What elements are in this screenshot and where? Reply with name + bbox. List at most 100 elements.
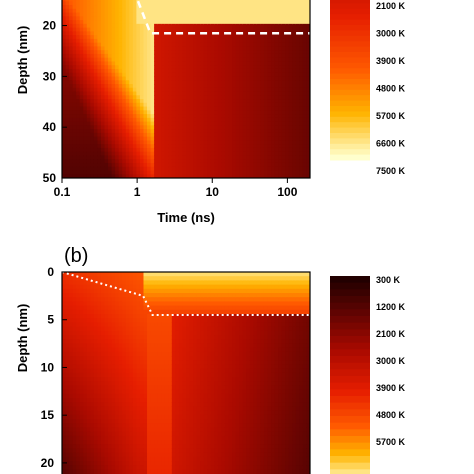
heatmap-cell (203, 125, 208, 130)
heatmap-cell (72, 330, 77, 336)
heatmap-cell (295, 129, 300, 134)
heatmap-cell (139, 326, 145, 332)
heatmap-cell (235, 117, 240, 123)
heatmap-cell (239, 110, 244, 115)
heatmap-cell (221, 159, 226, 164)
heatmap-cell (143, 35, 148, 40)
heatmap-cell (246, 162, 251, 168)
heatmap-cell (214, 84, 219, 89)
heatmap-cell (242, 42, 247, 47)
heatmap-cell (246, 57, 251, 63)
heatmap-cell (90, 99, 95, 104)
heatmap-cell (200, 16, 205, 21)
heatmap-cell (278, 87, 283, 93)
heatmap-cell (69, 314, 74, 319)
heatmap-cell (154, 121, 159, 126)
heatmap-cell (108, 121, 113, 126)
heatmap-cell (221, 23, 226, 29)
heatmap-cell (221, 84, 226, 89)
heatmap-cell (154, 5, 159, 10)
heatmap-cell (203, 151, 208, 157)
heatmap-cell (154, 372, 159, 378)
heatmap-cell (210, 72, 215, 78)
heatmap-cell (217, 57, 223, 63)
heatmap-cell (281, 0, 286, 2)
heatmap-cell (164, 360, 169, 365)
heatmap-cell (65, 322, 70, 328)
heatmap-cell (122, 448, 127, 454)
heatmap-cell (125, 174, 130, 178)
heatmap-cell (104, 469, 109, 474)
heatmap-cell (136, 276, 141, 281)
heatmap-cell (93, 102, 99, 108)
heatmap-cell (246, 155, 251, 160)
heatmap-cell (224, 72, 230, 78)
heatmap-cell (161, 322, 166, 328)
heatmap-cell (111, 280, 116, 286)
heatmap-cell (274, 147, 279, 153)
plot-frame-a (61, 0, 311, 179)
heatmap-cell (246, 12, 251, 17)
heatmap-cell (164, 364, 169, 370)
heatmap-cell (200, 162, 205, 168)
heatmap-cell (189, 20, 194, 25)
heatmap-cell (62, 147, 67, 153)
heatmap-cell (129, 129, 134, 134)
heatmap-cell (157, 444, 162, 449)
heatmap-cell (143, 356, 148, 361)
heatmap-cell (256, 95, 261, 100)
heatmap-cell (260, 50, 265, 55)
heatmap-cell (115, 318, 120, 323)
heatmap-cell (207, 147, 212, 153)
heatmap-cell (93, 423, 99, 428)
heatmap-cell (224, 57, 230, 63)
heatmap-cell (97, 339, 102, 344)
heatmap-cell (122, 431, 127, 437)
heatmap-cell (122, 129, 127, 134)
heatmap-cell (69, 102, 74, 108)
heatmap-cell (221, 53, 226, 59)
heatmap-cell (157, 343, 162, 349)
heatmap-cell (136, 452, 141, 458)
heatmap-cell (143, 288, 148, 294)
heatmap-cell (207, 102, 212, 108)
heatmap-cell (86, 35, 91, 40)
heatmap-cell (97, 423, 102, 428)
heatmap-cell (249, 170, 254, 175)
heatmap-cell (171, 50, 176, 55)
heatmap-cell (97, 102, 102, 108)
heatmap-cell (72, 140, 77, 145)
heatmap-cell (143, 393, 148, 399)
heatmap-cell (186, 23, 191, 29)
heatmap-cell (182, 12, 187, 17)
heatmap-cell (189, 23, 194, 29)
heatmap-cell (79, 121, 84, 126)
heatmap-cell (168, 162, 173, 168)
heatmap-cell (79, 368, 84, 374)
heatmap-cell (242, 159, 247, 164)
heatmap-cell (292, 162, 297, 168)
heatmap-cell (228, 0, 233, 2)
heatmap-cell (182, 50, 187, 55)
heatmap-cell (90, 76, 95, 81)
heatmap-cell (253, 46, 258, 51)
heatmap-cell (104, 368, 109, 374)
heatmap-cell (111, 46, 116, 51)
heatmap-cell (147, 469, 152, 474)
heatmap-cell (143, 42, 148, 47)
heatmap-cell (150, 381, 155, 386)
heatmap-cell (136, 322, 141, 328)
heatmap-cell (154, 360, 159, 365)
heatmap-cell (278, 121, 283, 126)
heatmap-cell (139, 364, 145, 370)
heatmap-cell (224, 174, 230, 178)
heatmap-cell (267, 31, 272, 36)
heatmap-cell (214, 91, 219, 96)
heatmap-cell (115, 42, 120, 47)
heatmap-cell (104, 276, 109, 281)
heatmap-cell (260, 1, 265, 6)
heatmap-cell (292, 132, 297, 138)
heatmap-cell (139, 35, 145, 40)
heatmap-cell (132, 132, 137, 138)
heatmap-cell (271, 46, 276, 51)
